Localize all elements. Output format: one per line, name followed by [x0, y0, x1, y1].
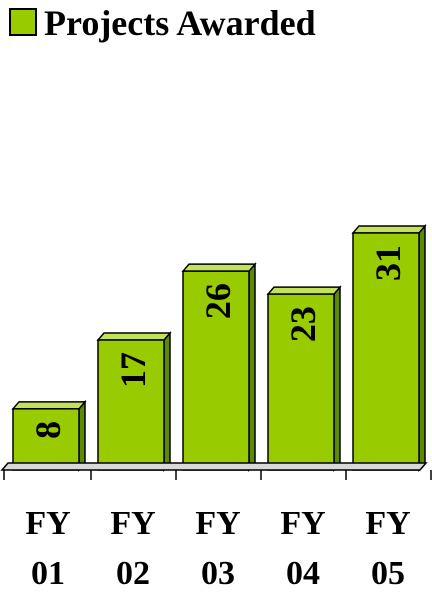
- bar-front: [97, 339, 165, 471]
- bars: [11, 223, 427, 473]
- x-tick-label: 01: [31, 555, 65, 592]
- x-tick-label: FY: [365, 505, 410, 542]
- legend-label: Projects Awarded: [44, 3, 316, 43]
- bar-top: [266, 286, 342, 295]
- bar-top: [181, 263, 257, 272]
- bar: [266, 285, 342, 473]
- bar: [96, 330, 172, 473]
- bar-top: [96, 332, 172, 341]
- data-label: 26: [198, 283, 238, 319]
- legend-swatch: [9, 8, 37, 36]
- legend: Projects Awarded: [9, 3, 316, 43]
- x-tick-label: 02: [116, 555, 150, 592]
- x-tick-label: 03: [201, 555, 235, 592]
- bar: [11, 399, 87, 473]
- x-tick-label: FY: [110, 505, 155, 542]
- bar-side: [418, 223, 426, 473]
- data-label: 23: [283, 306, 323, 342]
- bar-side: [163, 330, 171, 473]
- bar-front: [12, 408, 80, 471]
- x-tick-label: FY: [195, 505, 240, 542]
- data-label: 17: [113, 352, 153, 388]
- bar-top: [351, 225, 427, 234]
- x-tick-labels: FY 01 FY 02 FY 03 FY 04 FY 05: [25, 505, 410, 592]
- bar-top: [11, 401, 87, 410]
- floor: [0, 462, 428, 471]
- x-tick-label: FY: [25, 505, 70, 542]
- bar-front: [267, 293, 335, 471]
- bar-front: [352, 232, 420, 471]
- bar: [351, 223, 427, 473]
- x-axis: [0, 462, 432, 480]
- bar-side: [333, 285, 341, 473]
- data-label: 8: [28, 421, 68, 439]
- bar-side: [78, 399, 86, 473]
- bar-side: [248, 262, 256, 473]
- data-label: 31: [368, 245, 408, 281]
- x-tick-label: 05: [371, 555, 405, 592]
- x-tick-label: FY: [280, 505, 325, 542]
- data-labels: 8 17 26 23 31: [28, 245, 408, 439]
- x-tick-label: 04: [286, 555, 320, 592]
